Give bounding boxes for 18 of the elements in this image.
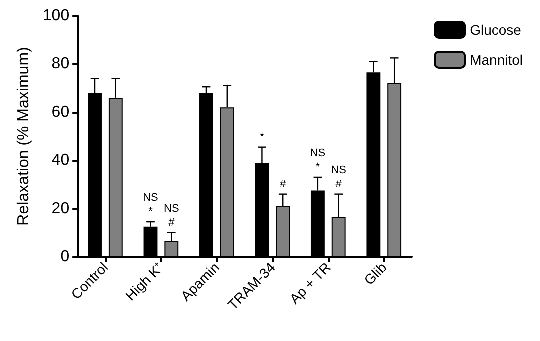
y-axis-title: Relaxation (% Maximum) bbox=[16, 47, 32, 226]
y-tick-label: 20 bbox=[52, 200, 70, 218]
data-label: NS * bbox=[310, 147, 326, 174]
legend-label: Glucose bbox=[470, 22, 522, 38]
data-label: NS # bbox=[164, 202, 180, 229]
data-label: NS * bbox=[143, 192, 158, 218]
y-tick-label: 80 bbox=[52, 56, 70, 73]
y-tick-label: 60 bbox=[52, 104, 70, 121]
y-tick-label: 0 bbox=[60, 248, 70, 266]
y-tick-label: 100 bbox=[42, 8, 70, 24]
x-tick-label: High K⁺ bbox=[122, 259, 167, 304]
data-label: # bbox=[280, 178, 288, 190]
data-label: NS # bbox=[331, 164, 346, 190]
y-tick-label: 40 bbox=[52, 152, 70, 170]
x-tick-label: Glib bbox=[360, 259, 390, 288]
data-label: * bbox=[260, 131, 266, 144]
x-tick-label: Ap + TR bbox=[286, 259, 334, 308]
legend-label: Mannitol bbox=[470, 52, 524, 68]
